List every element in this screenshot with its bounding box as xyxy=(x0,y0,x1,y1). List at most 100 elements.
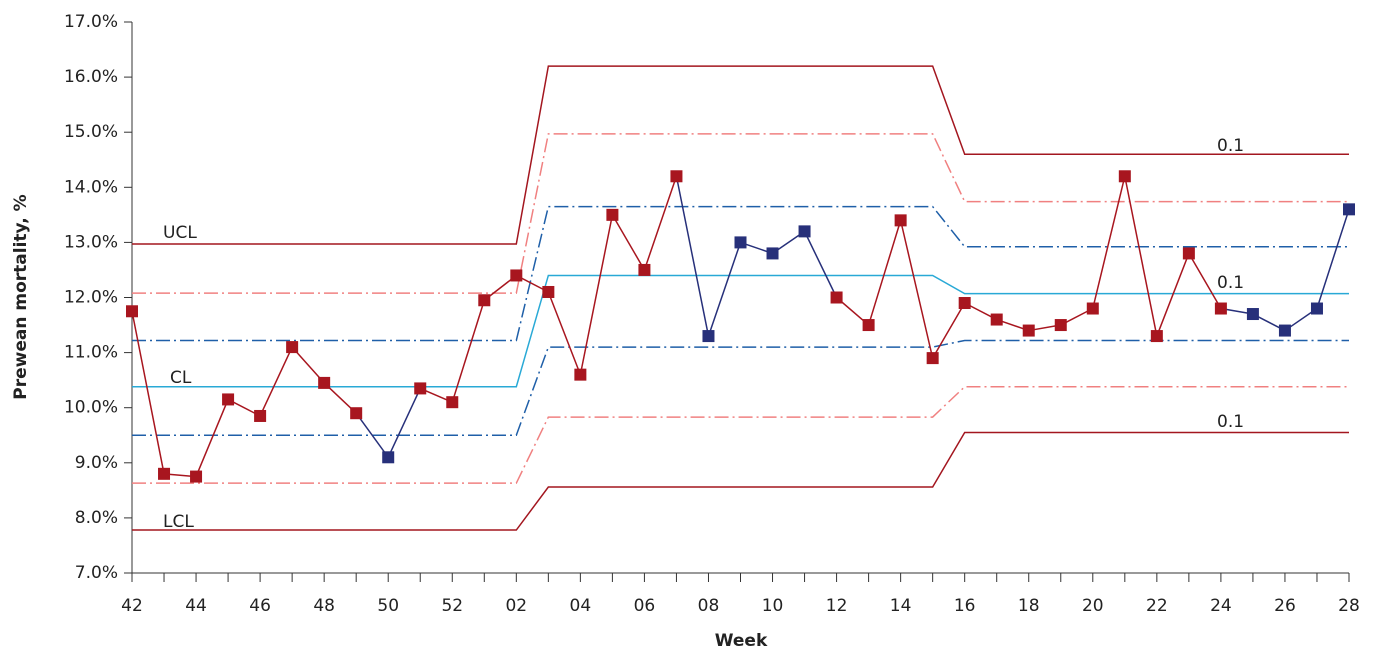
data-point xyxy=(606,208,619,221)
control-line xyxy=(132,274,1349,388)
y-tick-label: 8.0% xyxy=(75,508,118,528)
data-point xyxy=(670,170,683,183)
data-point xyxy=(254,409,267,422)
data-point xyxy=(830,291,843,304)
control-line xyxy=(132,205,1349,342)
x-tick-label: 24 xyxy=(1210,596,1232,616)
y-tick-label: 16.0% xyxy=(64,67,118,87)
x-tick-label: 14 xyxy=(890,596,912,616)
data-point xyxy=(1246,308,1259,321)
data-point xyxy=(414,382,427,395)
data-point xyxy=(798,225,811,238)
x-tick-label: 50 xyxy=(377,596,399,616)
y-tick-label: 13.0% xyxy=(64,232,118,252)
data-point xyxy=(638,263,651,276)
data-line-segment xyxy=(259,346,293,417)
data-line-segment xyxy=(899,220,934,359)
x-tick-label: 28 xyxy=(1338,596,1360,616)
data-point xyxy=(1022,324,1035,337)
x-tick-label: 02 xyxy=(505,596,527,616)
data-line-segment xyxy=(675,176,710,337)
control-line xyxy=(132,65,1349,245)
data-point xyxy=(766,247,779,260)
x-tick-label: 46 xyxy=(249,596,271,616)
annotation: UCL xyxy=(163,223,197,243)
x-tick-label: 08 xyxy=(698,596,720,616)
y-tick-label: 10.0% xyxy=(64,398,118,418)
data-point xyxy=(1118,170,1131,183)
y-tick-label: 14.0% xyxy=(64,177,118,197)
x-tick-label: 04 xyxy=(570,596,592,616)
y-tick-label: 9.0% xyxy=(75,453,118,473)
data-line-segment xyxy=(547,291,582,375)
data-line-segment xyxy=(707,242,742,337)
x-tick-label: 52 xyxy=(441,596,463,616)
data-point xyxy=(1343,203,1355,216)
data-point xyxy=(190,470,203,483)
annotation: 0.1 xyxy=(1217,136,1244,156)
data-point xyxy=(1310,302,1323,315)
data-point xyxy=(350,407,363,420)
data-line-segment xyxy=(1188,253,1222,309)
x-tick-label: 44 xyxy=(185,596,207,616)
data-line-segment xyxy=(451,300,486,403)
x-axis-title: Week xyxy=(715,631,768,651)
control-line xyxy=(132,133,1349,294)
annotation: 0.1 xyxy=(1217,412,1244,432)
data-point xyxy=(734,236,747,249)
y-tick-label: 11.0% xyxy=(64,343,118,363)
data-point xyxy=(478,294,491,307)
data-point xyxy=(926,352,939,365)
data-line-segment xyxy=(611,214,646,271)
data-point xyxy=(1214,302,1227,315)
data-point xyxy=(1182,247,1195,260)
data-line-segment xyxy=(932,302,966,359)
data-line-segment xyxy=(1124,176,1158,337)
data-point xyxy=(990,313,1003,326)
x-tick-label: 26 xyxy=(1274,596,1296,616)
control-line xyxy=(132,339,1349,436)
y-axis-title: Prewean mortality, % xyxy=(11,194,31,399)
data-line-segment xyxy=(803,231,838,298)
data-point xyxy=(542,285,555,298)
x-tick-label: 16 xyxy=(954,596,976,616)
y-tick-label: 15.0% xyxy=(64,122,118,142)
data-point xyxy=(1150,330,1163,343)
data-point xyxy=(958,297,971,310)
data-line-segment xyxy=(195,399,229,477)
data-line-segment xyxy=(355,412,389,458)
y-tick-label: 17.0% xyxy=(64,12,118,32)
data-point xyxy=(126,305,138,318)
data-line-segment xyxy=(867,220,902,326)
data-point xyxy=(702,330,715,343)
data-point xyxy=(862,319,875,332)
x-tick-label: 06 xyxy=(634,596,656,616)
data-line-segment xyxy=(1316,209,1350,309)
data-line-segment xyxy=(579,214,614,375)
x-tick-label: 22 xyxy=(1146,596,1168,616)
x-tick-label: 12 xyxy=(826,596,848,616)
annotation: LCL xyxy=(163,512,194,532)
data-point xyxy=(574,368,587,381)
data-point xyxy=(510,269,523,282)
data-point xyxy=(1086,302,1099,315)
x-tick-label: 10 xyxy=(762,596,784,616)
x-tick-label: 18 xyxy=(1018,596,1040,616)
data-line-segment xyxy=(1156,253,1190,337)
y-tick-label: 12.0% xyxy=(64,288,118,308)
data-line-segment xyxy=(131,311,165,474)
data-point xyxy=(222,393,235,406)
control-line xyxy=(132,386,1349,484)
annotation: CL xyxy=(170,368,192,388)
data-line-segment xyxy=(643,176,678,271)
data-point xyxy=(1054,319,1067,332)
annotation: 0.1 xyxy=(1217,273,1244,293)
data-line-segment xyxy=(1092,176,1126,309)
x-tick-label: 42 xyxy=(121,596,143,616)
data-point xyxy=(286,341,299,354)
y-tick-label: 7.0% xyxy=(75,563,118,583)
data-line-segment xyxy=(387,388,421,458)
data-point xyxy=(446,396,459,409)
